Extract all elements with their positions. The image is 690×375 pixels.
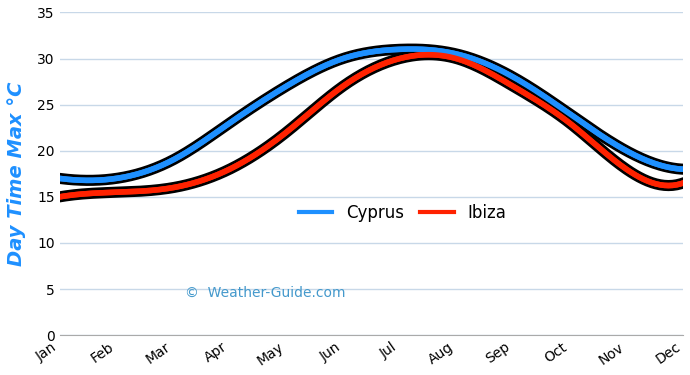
Cyprus bbox=[624, 150, 633, 154]
Cyprus bbox=[408, 47, 416, 51]
Ibiza bbox=[428, 53, 437, 57]
Ibiza bbox=[583, 135, 591, 140]
Ibiza bbox=[57, 194, 66, 199]
Y-axis label: Day Time Max °C: Day Time Max °C bbox=[7, 82, 26, 266]
Cyprus bbox=[431, 48, 439, 52]
Cyprus bbox=[585, 125, 593, 130]
Ibiza bbox=[426, 53, 435, 57]
Cyprus bbox=[85, 178, 93, 183]
Ibiza bbox=[439, 54, 447, 58]
Ibiza bbox=[55, 195, 63, 199]
Cyprus bbox=[57, 176, 66, 181]
Line: Cyprus: Cyprus bbox=[59, 49, 683, 180]
Cyprus bbox=[428, 48, 437, 52]
Text: ©  Weather-Guide.com: © Weather-Guide.com bbox=[185, 286, 346, 300]
Cyprus bbox=[55, 176, 63, 181]
Ibiza bbox=[424, 53, 433, 57]
Cyprus bbox=[679, 167, 687, 171]
Cyprus bbox=[441, 50, 449, 54]
Legend: Cyprus, Ibiza: Cyprus, Ibiza bbox=[293, 197, 513, 228]
Line: Ibiza: Ibiza bbox=[59, 55, 683, 197]
Ibiza bbox=[679, 181, 687, 185]
Ibiza bbox=[622, 167, 631, 172]
